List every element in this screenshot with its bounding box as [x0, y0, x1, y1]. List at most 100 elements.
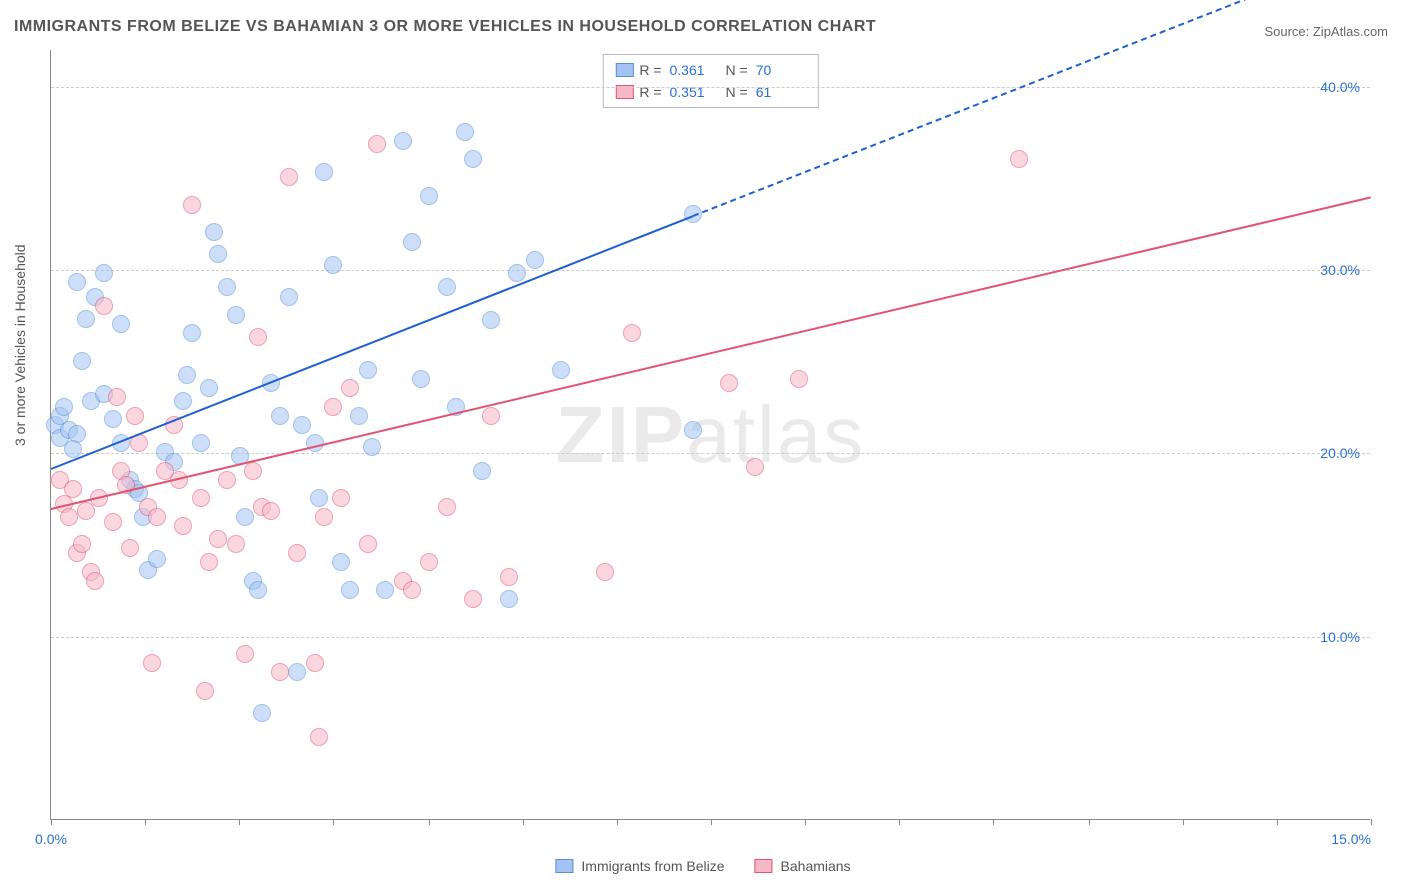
legend-n-value: 70 — [756, 62, 800, 78]
scatter-point — [363, 438, 381, 456]
gridline — [51, 637, 1370, 638]
scatter-point — [126, 407, 144, 425]
legend-row: R =0.351N =61 — [615, 81, 805, 103]
scatter-point — [394, 132, 412, 150]
scatter-point — [684, 421, 702, 439]
scatter-point — [218, 278, 236, 296]
scatter-point — [236, 508, 254, 526]
scatter-point — [200, 553, 218, 571]
chart-plot-area: ZIPatlas R =0.361N =70R =0.351N =61 10.0… — [50, 50, 1370, 820]
scatter-point — [249, 328, 267, 346]
scatter-point — [288, 544, 306, 562]
scatter-point — [218, 471, 236, 489]
scatter-point — [324, 398, 342, 416]
scatter-point — [205, 223, 223, 241]
x-tick-label: 15.0% — [1331, 831, 1371, 847]
x-tick-mark — [1371, 819, 1372, 825]
scatter-point — [464, 590, 482, 608]
x-tick-mark — [51, 819, 52, 825]
legend-swatch — [555, 859, 573, 873]
scatter-point — [403, 233, 421, 251]
scatter-point — [64, 440, 82, 458]
scatter-point — [623, 324, 641, 342]
trend-line — [51, 197, 1371, 511]
scatter-point — [148, 550, 166, 568]
scatter-point — [86, 572, 104, 590]
scatter-point — [552, 361, 570, 379]
scatter-point — [95, 264, 113, 282]
gridline — [51, 270, 1370, 271]
x-tick-mark — [1277, 819, 1278, 825]
x-tick-mark — [711, 819, 712, 825]
source-label: Source: ZipAtlas.com — [1264, 24, 1388, 39]
scatter-point — [104, 410, 122, 428]
scatter-point — [508, 264, 526, 282]
scatter-point — [73, 352, 91, 370]
scatter-point — [104, 513, 122, 531]
scatter-point — [332, 489, 350, 507]
legend-r-value: 0.361 — [670, 62, 714, 78]
scatter-point — [359, 535, 377, 553]
scatter-point — [95, 297, 113, 315]
scatter-point — [596, 563, 614, 581]
scatter-point — [143, 654, 161, 672]
legend-r-label: R = — [639, 62, 661, 78]
correlation-legend: R = 0.361 N = 70 R =0.351N =61 — [602, 54, 818, 108]
scatter-point — [183, 196, 201, 214]
scatter-point — [174, 517, 192, 535]
y-tick-label: 10.0% — [1320, 629, 1360, 645]
scatter-point — [720, 374, 738, 392]
scatter-point — [306, 654, 324, 672]
scatter-point — [253, 704, 271, 722]
scatter-point — [315, 508, 333, 526]
x-tick-mark — [899, 819, 900, 825]
legend-item: Bahamians — [755, 858, 851, 874]
scatter-point — [174, 392, 192, 410]
x-tick-mark — [805, 819, 806, 825]
scatter-point — [500, 568, 518, 586]
scatter-point — [209, 245, 227, 263]
scatter-point — [227, 306, 245, 324]
legend-label: Bahamians — [781, 858, 851, 874]
scatter-point — [55, 398, 73, 416]
scatter-point — [68, 273, 86, 291]
y-tick-label: 20.0% — [1320, 445, 1360, 461]
scatter-point — [244, 462, 262, 480]
scatter-point — [262, 502, 280, 520]
scatter-point — [1010, 150, 1028, 168]
scatter-point — [227, 535, 245, 553]
series-legend: Immigrants from Belize Bahamians — [555, 858, 850, 874]
x-tick-mark — [617, 819, 618, 825]
scatter-point — [121, 539, 139, 557]
x-tick-mark — [523, 819, 524, 825]
scatter-point — [178, 366, 196, 384]
scatter-point — [456, 123, 474, 141]
scatter-point — [315, 163, 333, 181]
scatter-point — [473, 462, 491, 480]
x-tick-label: 0.0% — [35, 831, 67, 847]
scatter-point — [196, 682, 214, 700]
scatter-point — [438, 498, 456, 516]
gridline — [51, 87, 1370, 88]
x-tick-mark — [429, 819, 430, 825]
scatter-point — [420, 187, 438, 205]
x-tick-mark — [239, 819, 240, 825]
scatter-point — [482, 407, 500, 425]
scatter-point — [482, 311, 500, 329]
scatter-point — [368, 135, 386, 153]
scatter-point — [73, 535, 91, 553]
y-axis-label: 3 or more Vehicles in Household — [12, 244, 28, 446]
scatter-point — [500, 590, 518, 608]
scatter-point — [236, 645, 254, 663]
scatter-point — [341, 581, 359, 599]
scatter-point — [293, 416, 311, 434]
scatter-point — [192, 434, 210, 452]
scatter-point — [280, 288, 298, 306]
scatter-point — [271, 663, 289, 681]
scatter-point — [249, 581, 267, 599]
legend-item: Immigrants from Belize — [555, 858, 724, 874]
scatter-point — [359, 361, 377, 379]
scatter-point — [420, 553, 438, 571]
legend-n-label: N = — [726, 62, 748, 78]
scatter-point — [310, 489, 328, 507]
